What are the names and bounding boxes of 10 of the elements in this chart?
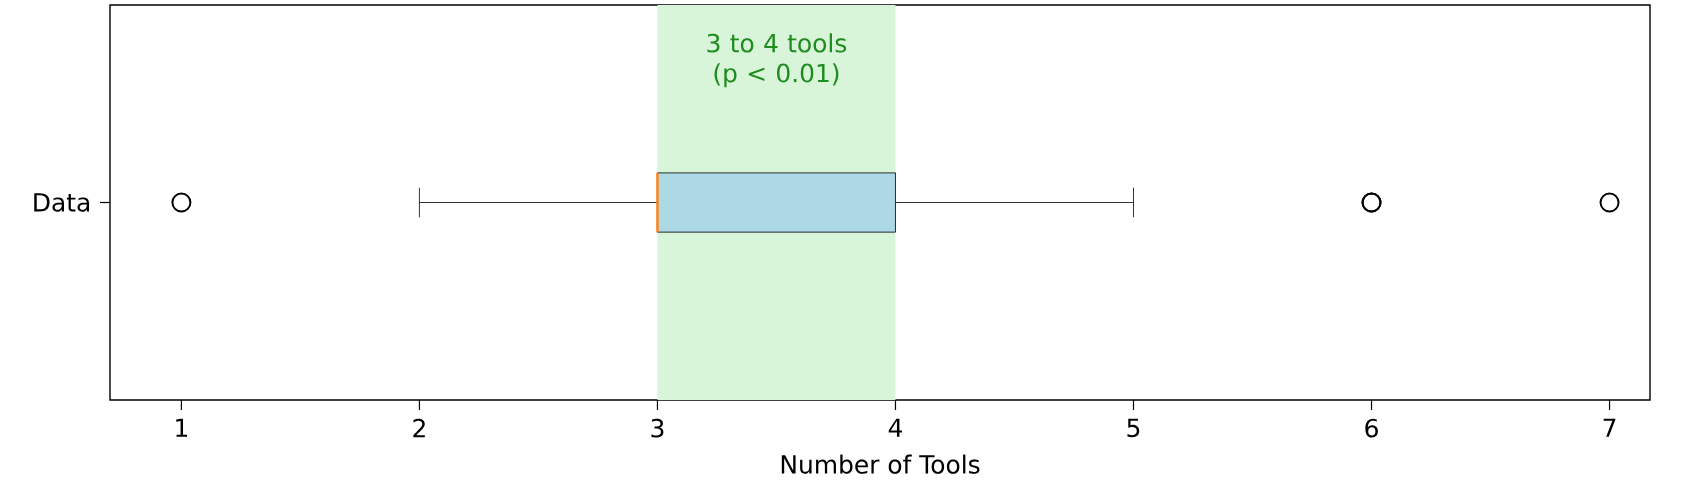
- x-tick-label: 6: [1365, 418, 1378, 438]
- x-tick-label: 7: [1603, 418, 1616, 437]
- x-tick-label: 2: [413, 418, 425, 438]
- x-axis-title: Number of Tools: [781, 454, 980, 474]
- x-tick-label: 3: [651, 418, 664, 438]
- band-label: 3 to 4 tools (p < 0.01): [707, 33, 847, 88]
- x-tick-label: 4: [888, 418, 902, 437]
- x-tick-label: 5: [1127, 418, 1140, 438]
- x-tick-label: 1: [176, 418, 188, 437]
- y-tick-label: Data: [34, 193, 90, 212]
